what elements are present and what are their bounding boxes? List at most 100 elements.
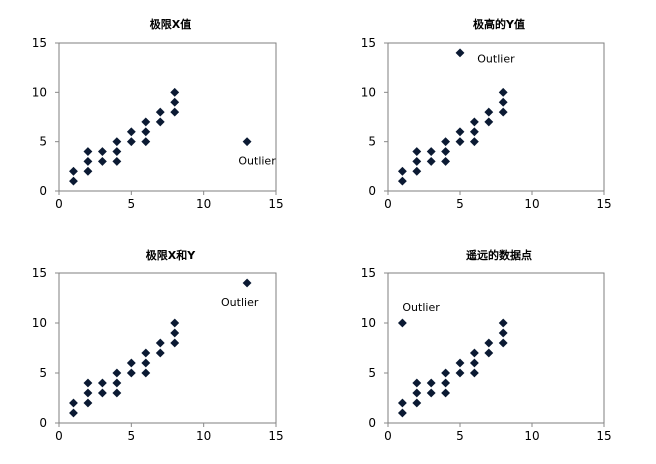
y-tick-label: 5	[368, 135, 376, 149]
data-point	[469, 127, 479, 137]
data-point	[170, 338, 180, 348]
data-point	[455, 368, 465, 378]
data-point	[397, 318, 407, 328]
data-point	[83, 398, 93, 408]
chart-panel-1: 极限X值 0 5 10 15 0 5 10 15 Outlier	[32, 17, 284, 211]
chart-title: 遥远的数据点	[466, 248, 532, 262]
y-tick-label: 15	[361, 36, 376, 50]
data-point	[112, 156, 122, 166]
chart-title: 极限X值	[150, 17, 191, 31]
y-tick-label: 0	[39, 416, 47, 430]
chart-panel-4: 遥远的数据点 0 5 10 15 0 5 10 15 Outlier	[361, 248, 612, 443]
y-tick-label: 10	[361, 316, 376, 330]
data-point	[155, 117, 165, 127]
data-point	[469, 358, 479, 368]
data-point	[412, 378, 422, 388]
data-point	[83, 147, 93, 156]
data-point	[242, 278, 252, 288]
data-point	[469, 348, 479, 358]
x-tick-label: 10	[196, 197, 211, 211]
data-point	[155, 338, 165, 348]
data-point	[141, 137, 151, 147]
data-point	[469, 117, 479, 127]
data-point	[498, 328, 508, 338]
data-point	[412, 388, 422, 398]
data-point	[498, 107, 508, 117]
data-point	[397, 408, 407, 418]
plot-area-border	[387, 42, 605, 192]
chart-title: 极高的Y值	[473, 17, 525, 31]
data-point	[484, 348, 494, 358]
data-point	[397, 398, 407, 408]
data-point	[484, 338, 494, 348]
data-point	[484, 107, 494, 117]
data-point	[83, 378, 93, 388]
data-point	[441, 368, 451, 378]
y-tick-label: 0	[39, 184, 47, 198]
outlier-label: Outlier	[221, 296, 259, 309]
data-point	[112, 147, 122, 156]
data-point	[170, 107, 180, 117]
x-tick-label: 5	[128, 197, 136, 211]
chart-panel-3: 极限X和Y 0 5 10 15 0 5 10 15 Outlier	[32, 248, 284, 443]
data-point	[469, 368, 479, 378]
y-tick-label: 10	[361, 85, 376, 99]
x-tick-label: 15	[596, 197, 611, 211]
data-point	[170, 87, 180, 97]
data-point	[112, 137, 122, 147]
data-point	[83, 166, 93, 176]
chart-title: 极限X和Y	[146, 248, 196, 262]
data-point	[498, 338, 508, 348]
data-point	[426, 388, 436, 398]
data-point	[412, 147, 422, 156]
data-point	[170, 318, 180, 328]
data-point	[141, 127, 151, 137]
x-tick-label: 0	[384, 429, 392, 443]
data-point	[426, 378, 436, 388]
x-tick-label: 5	[456, 197, 464, 211]
data-point	[69, 408, 78, 418]
plot-area-border	[58, 272, 277, 424]
y-tick-label: 15	[361, 266, 376, 280]
y-tick-label: 5	[39, 366, 47, 380]
data-point	[141, 368, 151, 378]
y-tick-label: 5	[368, 366, 376, 380]
data-point	[126, 137, 136, 147]
x-tick-label: 15	[596, 429, 611, 443]
data-point	[426, 147, 436, 156]
data-point	[441, 137, 451, 147]
x-tick-label: 15	[268, 429, 283, 443]
data-point	[441, 378, 451, 388]
data-point	[455, 358, 465, 368]
data-point	[97, 147, 107, 156]
data-point	[426, 156, 436, 166]
data-point	[441, 147, 451, 156]
plot-area-border	[58, 42, 277, 192]
data-point	[112, 388, 122, 398]
x-tick-label: 5	[128, 429, 136, 443]
data-point	[412, 398, 422, 408]
y-tick-label: 10	[32, 316, 47, 330]
data-point	[155, 107, 165, 117]
data-point	[455, 48, 465, 58]
data-point	[69, 166, 78, 176]
data-point	[97, 388, 107, 398]
x-tick-label: 5	[456, 429, 464, 443]
data-point	[112, 378, 122, 388]
data-point	[155, 348, 165, 358]
data-point	[141, 117, 151, 127]
x-tick-label: 0	[55, 429, 63, 443]
plot-area-border	[387, 272, 605, 424]
y-tick-label: 5	[39, 135, 47, 149]
data-point	[455, 127, 465, 137]
x-tick-label: 10	[524, 197, 539, 211]
data-point	[498, 87, 508, 97]
data-point	[69, 176, 78, 186]
data-point	[141, 348, 151, 358]
outlier-label: Outlier	[477, 53, 515, 66]
data-point	[69, 398, 78, 408]
data-point	[83, 156, 93, 166]
data-point	[112, 368, 122, 378]
data-point	[498, 97, 508, 107]
